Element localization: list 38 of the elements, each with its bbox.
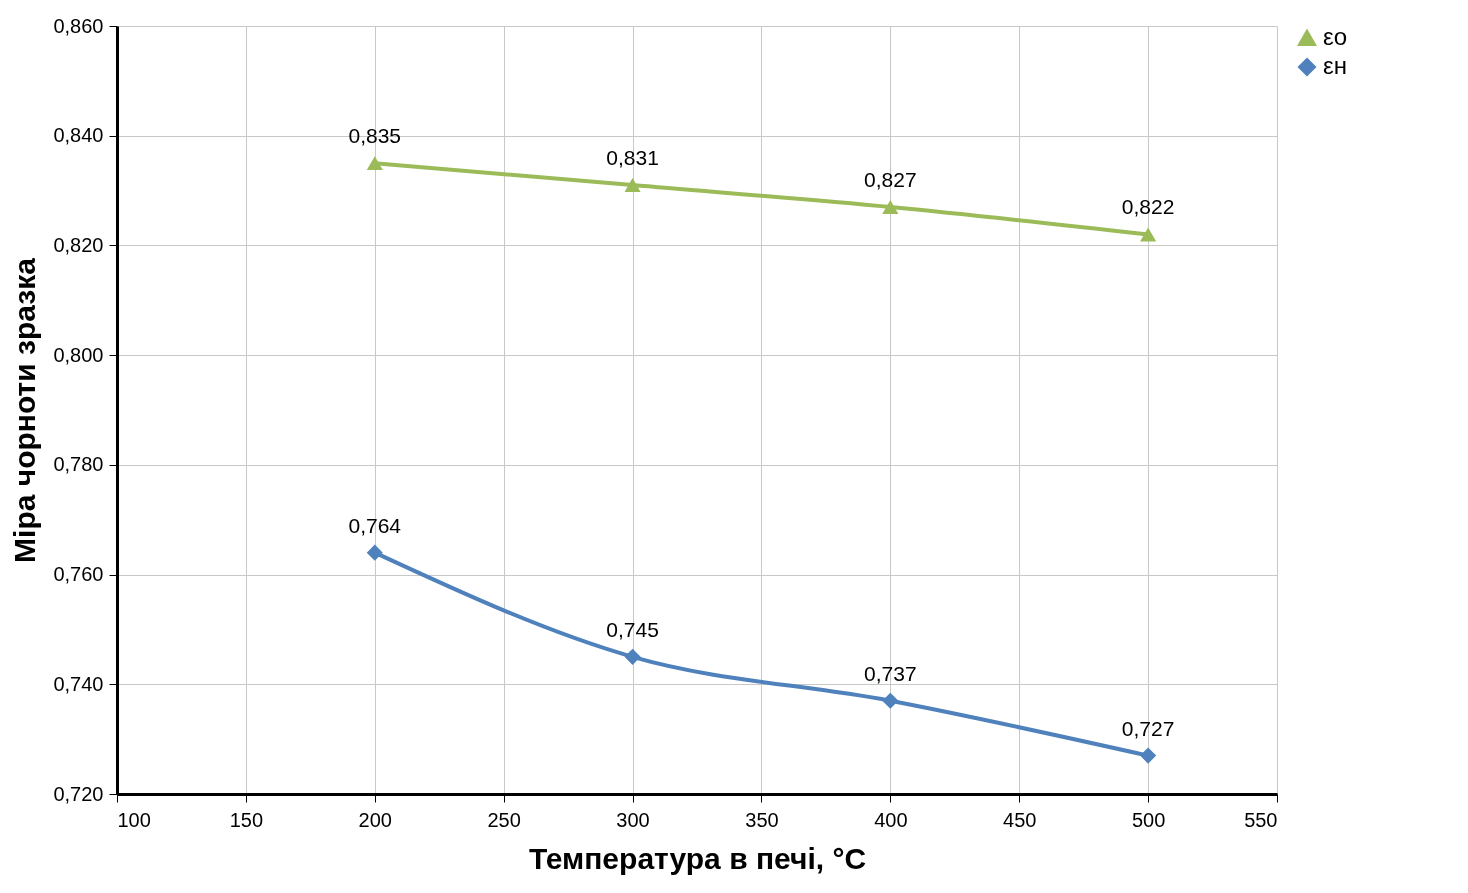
x-axis-title: Температура в печі, °C (528, 841, 867, 875)
x-tick-label: 300 (616, 808, 650, 831)
data-label: 0,737 (864, 661, 917, 685)
y-tick-label: 0,860 (53, 14, 104, 37)
point (366, 544, 383, 561)
point (1140, 227, 1157, 242)
data-label: 0,827 (864, 168, 917, 192)
x-tick-label: 500 (1131, 808, 1166, 831)
data-label: 0,835 (348, 124, 402, 148)
point (882, 692, 899, 709)
y-axis-title: Міра чорноти зразка (8, 257, 42, 563)
data-label: 0,831 (606, 146, 659, 170)
x-tick-label: 200 (358, 808, 392, 831)
data-label: 0,822 (1121, 195, 1175, 219)
y-tick-label: 0,840 (53, 124, 104, 147)
x-tick-label: 550 (1244, 808, 1278, 831)
x-tick-label: 400 (874, 808, 908, 831)
data-label: 0,727 (1121, 716, 1175, 740)
legend-label: εо (1323, 23, 1348, 50)
y-tick-label: 0,760 (53, 563, 104, 586)
legend-label: εн (1323, 52, 1347, 79)
data-label: 0,745 (606, 617, 659, 641)
x-tick-label: 450 (1003, 808, 1037, 831)
y-tick-label: 0,820 (53, 233, 104, 256)
point (1140, 747, 1157, 764)
point (624, 648, 641, 665)
y-tick-label: 0,720 (53, 782, 104, 805)
y-tick-label: 0,740 (53, 672, 104, 695)
x-tick-label: 250 (487, 808, 521, 831)
x-tick-label: 350 (745, 808, 779, 831)
point (624, 178, 641, 193)
point (366, 156, 383, 171)
data-label: 0,764 (348, 513, 402, 537)
y-tick-label: 0,800 (53, 343, 104, 366)
x-tick-label: 150 (229, 808, 264, 831)
y-tick-label: 0,780 (53, 453, 104, 476)
x-tick-label: 100 (117, 808, 151, 831)
point (882, 200, 899, 215)
